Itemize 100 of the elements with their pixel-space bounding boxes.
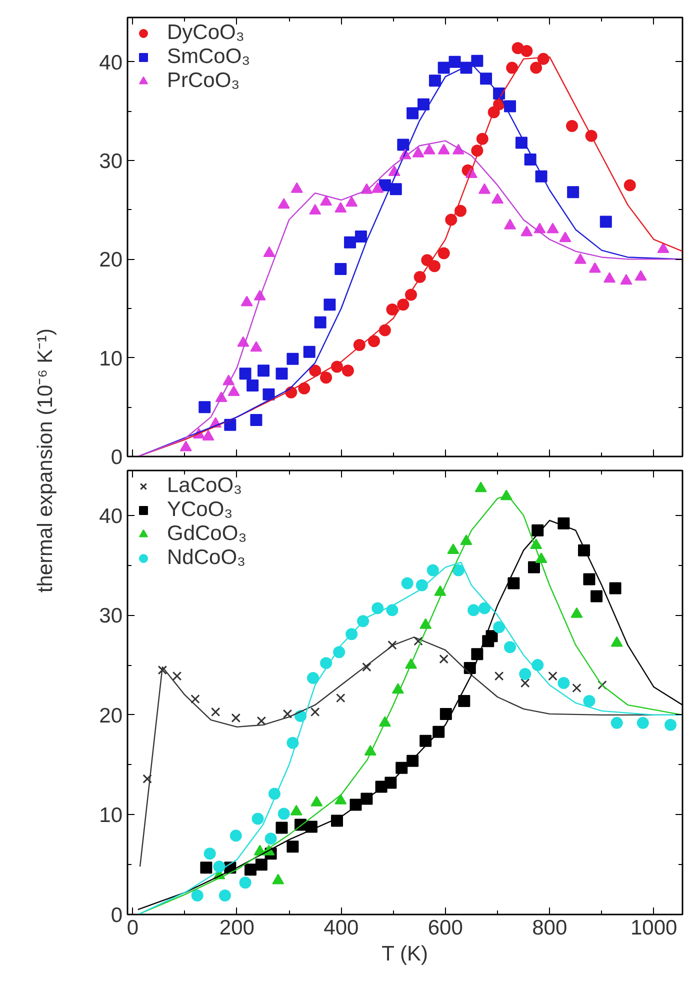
point [452,564,464,576]
point [282,709,292,719]
point [158,665,168,675]
point [255,858,268,871]
point [354,230,367,243]
point [420,734,432,747]
point [610,636,623,647]
point [520,45,533,58]
point [439,654,448,664]
point [546,222,559,234]
point [278,198,290,209]
point [286,840,299,853]
point [447,543,460,554]
point [583,694,596,707]
point [567,186,580,198]
point [574,253,586,264]
point [428,74,441,87]
y-tick-label: 20 [99,248,122,272]
point [336,693,346,703]
point [566,120,578,132]
y-axis-title: thermal expansion (10⁻⁶ K⁻¹) [34,328,57,593]
legend-label: YCoO₃ [167,498,233,522]
point [468,604,480,616]
point [548,671,558,681]
point [414,636,423,646]
point [286,352,299,365]
point [624,179,636,192]
point [508,577,520,590]
point [244,864,256,876]
point [386,304,398,316]
point [604,272,616,283]
point [246,379,259,392]
point [486,630,498,642]
point [478,602,490,614]
legend-label: GdCoO₃ [167,522,247,546]
point [532,659,544,672]
point [519,668,532,680]
point [478,183,490,194]
x-tick-label: 800 [532,916,568,940]
y-tick-label: 0 [110,446,123,469]
point [210,707,220,717]
point [190,694,200,704]
point [239,368,252,380]
point [172,671,182,681]
point [142,774,152,784]
point [532,524,544,536]
point [406,107,419,120]
point [262,388,275,400]
point [428,260,440,272]
point [397,138,410,151]
point [657,242,670,254]
point [438,62,450,74]
legend-label: PrCoO₃ [167,69,240,93]
point [250,414,262,426]
point [368,335,380,348]
x-tick-label: 1000 [630,916,678,940]
point [454,204,466,217]
point [386,604,398,616]
y-tick-label: 40 [99,51,122,74]
point [378,324,391,336]
point [309,204,322,215]
point [530,62,542,74]
point [263,246,276,257]
point [600,216,612,228]
x-tick-label: 0 [126,916,139,940]
point [494,671,504,681]
point [204,848,216,860]
point [256,716,266,726]
legend-label: DyCoO₃ [167,21,244,45]
legend-label: NdCoO₃ [167,546,246,570]
x-tick-label: 600 [428,916,463,940]
y-tick-label: 30 [99,150,122,174]
point [412,146,424,158]
point [213,860,226,873]
y-tick-label: 30 [99,604,122,628]
point [320,372,332,384]
point [492,193,504,204]
point [252,812,264,825]
point [634,270,647,281]
point [474,482,487,492]
point [520,226,533,236]
point [504,100,516,112]
point [588,262,601,273]
point [570,607,583,618]
point [303,346,316,358]
point [202,430,214,440]
point [418,98,430,110]
point [224,418,236,431]
point [191,890,204,902]
line-series [137,140,682,456]
point [583,573,596,586]
point [520,678,530,688]
point [620,274,632,285]
point [636,716,649,729]
point [240,296,253,306]
point [438,144,450,154]
x-tick-label: 200 [219,916,254,940]
point [493,621,506,634]
point [558,677,570,690]
point [180,440,192,452]
